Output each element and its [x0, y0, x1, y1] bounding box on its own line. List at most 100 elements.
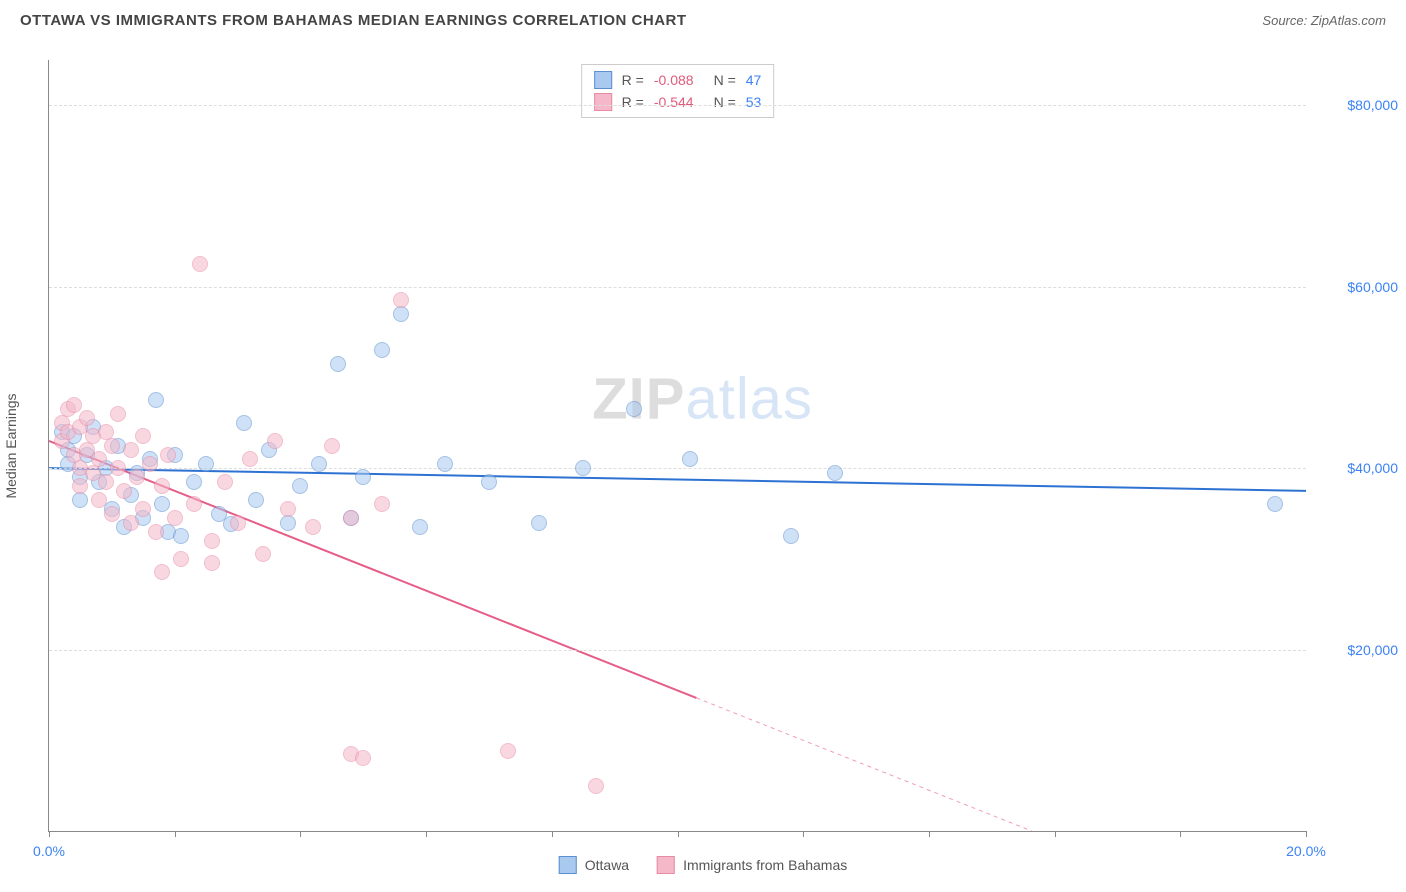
data-point	[66, 397, 82, 413]
data-point	[148, 392, 164, 408]
gridline	[49, 468, 1306, 469]
gridline	[49, 105, 1306, 106]
data-point	[374, 342, 390, 358]
data-point	[198, 456, 214, 472]
data-point	[827, 465, 843, 481]
legend-label: Immigrants from Bahamas	[683, 857, 847, 873]
legend-swatch	[657, 856, 675, 874]
data-point	[626, 401, 642, 417]
data-point	[783, 528, 799, 544]
x-tick	[552, 831, 553, 837]
x-tick	[426, 831, 427, 837]
data-point	[280, 501, 296, 517]
data-point	[355, 750, 371, 766]
stats-row: R =-0.088N =47	[594, 69, 762, 91]
data-point	[110, 460, 126, 476]
data-point	[148, 524, 164, 540]
data-point	[79, 410, 95, 426]
gridline	[49, 650, 1306, 651]
data-point	[123, 515, 139, 531]
x-tick	[49, 831, 50, 837]
data-point	[110, 406, 126, 422]
data-point	[173, 528, 189, 544]
n-value: 53	[746, 94, 762, 110]
data-point	[1267, 496, 1283, 512]
data-point	[500, 743, 516, 759]
data-point	[374, 496, 390, 512]
data-point	[154, 496, 170, 512]
data-point	[123, 442, 139, 458]
data-point	[292, 478, 308, 494]
data-point	[204, 555, 220, 571]
data-point	[575, 460, 591, 476]
data-point	[186, 496, 202, 512]
data-point	[104, 506, 120, 522]
watermark: ZIPatlas	[592, 366, 813, 433]
y-tick-label: $60,000	[1314, 279, 1398, 295]
x-tick	[1055, 831, 1056, 837]
data-point	[135, 501, 151, 517]
data-point	[242, 451, 258, 467]
chart-legend: OttawaImmigrants from Bahamas	[559, 856, 848, 874]
x-tick	[803, 831, 804, 837]
r-value: -0.088	[654, 72, 694, 88]
data-point	[186, 474, 202, 490]
y-tick-label: $40,000	[1314, 460, 1398, 476]
y-tick-label: $20,000	[1314, 642, 1398, 658]
x-tick	[678, 831, 679, 837]
data-point	[305, 519, 321, 535]
data-point	[72, 478, 88, 494]
data-point	[531, 515, 547, 531]
y-axis-label: Median Earnings	[3, 393, 19, 498]
chart-header: OTTAWA VS IMMIGRANTS FROM BAHAMAS MEDIAN…	[0, 0, 1406, 37]
n-value: 47	[746, 72, 762, 88]
data-point	[481, 474, 497, 490]
x-tick-label: 0.0%	[33, 843, 65, 859]
data-point	[393, 292, 409, 308]
data-point	[154, 478, 170, 494]
data-point	[217, 474, 233, 490]
data-point	[255, 546, 271, 562]
data-point	[267, 433, 283, 449]
x-tick	[300, 831, 301, 837]
x-tick	[175, 831, 176, 837]
data-point	[437, 456, 453, 472]
y-tick-label: $80,000	[1314, 97, 1398, 113]
data-point	[91, 492, 107, 508]
data-point	[311, 456, 327, 472]
data-point	[355, 469, 371, 485]
r-value: -0.544	[654, 94, 694, 110]
gridline	[49, 287, 1306, 288]
data-point	[324, 438, 340, 454]
data-point	[280, 515, 296, 531]
data-point	[173, 551, 189, 567]
data-point	[72, 492, 88, 508]
data-point	[682, 451, 698, 467]
series-swatch	[594, 93, 612, 111]
data-point	[236, 415, 252, 431]
data-point	[91, 451, 107, 467]
data-point	[204, 533, 220, 549]
data-point	[160, 447, 176, 463]
x-tick	[1180, 831, 1181, 837]
scatter-chart: Median Earnings ZIPatlas R =-0.088N =47R…	[48, 60, 1306, 832]
chart-source: Source: ZipAtlas.com	[1262, 13, 1386, 28]
x-tick-label: 20.0%	[1286, 843, 1326, 859]
data-point	[167, 510, 183, 526]
data-point	[412, 519, 428, 535]
data-point	[98, 474, 114, 490]
data-point	[142, 456, 158, 472]
legend-item: Immigrants from Bahamas	[657, 856, 847, 874]
stats-row: R =-0.544N =53	[594, 91, 762, 113]
data-point	[116, 483, 132, 499]
data-point	[248, 492, 264, 508]
trendlines-layer	[49, 60, 1306, 831]
data-point	[588, 778, 604, 794]
data-point	[393, 306, 409, 322]
data-point	[192, 256, 208, 272]
data-point	[154, 564, 170, 580]
data-point	[135, 428, 151, 444]
x-tick	[929, 831, 930, 837]
series-swatch	[594, 71, 612, 89]
x-tick	[1306, 831, 1307, 837]
